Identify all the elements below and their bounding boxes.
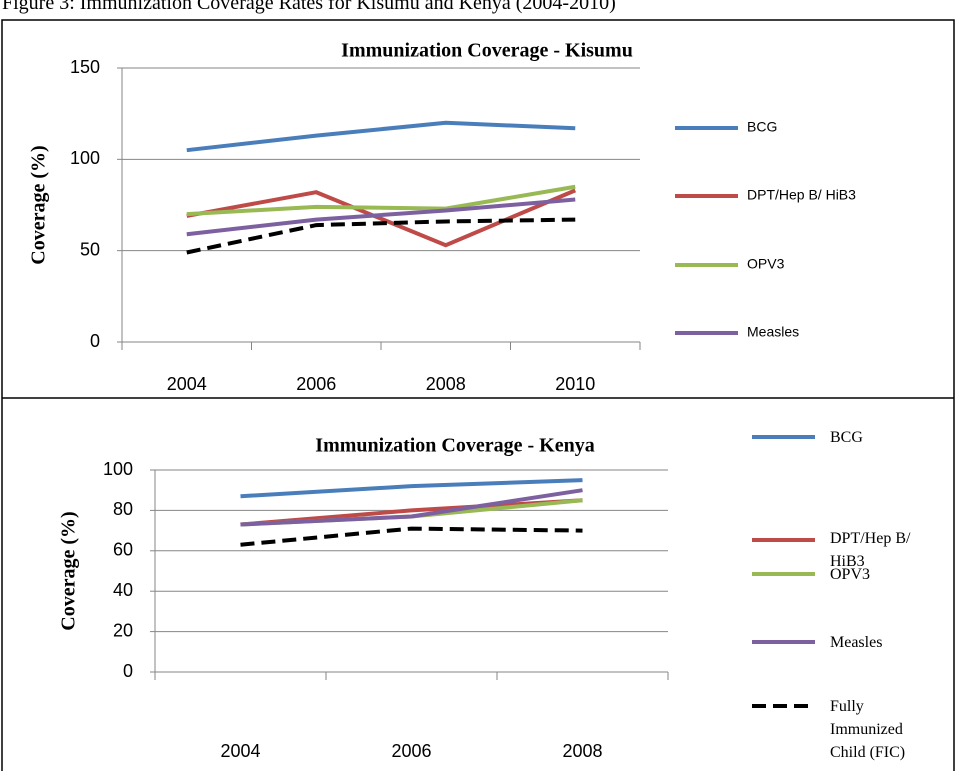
legend-label: DPT/Hep B/ HiB3 [747,187,856,203]
y-tick-label: 80 [113,499,133,519]
chart-title: Immunization Coverage - Kisumu [341,40,633,62]
y-tick-label: 20 [113,620,133,640]
series-line [186,184,576,217]
frame [1,19,955,771]
series-line [240,478,583,499]
y-tick-label: 100 [70,148,100,168]
series-line [186,188,577,248]
series-line [240,498,583,527]
series-line [186,120,576,153]
y-tick-label: 50 [80,239,100,259]
y-tick-label: 0 [90,331,100,351]
series-line [186,217,576,255]
y-tick-label: 150 [70,57,100,77]
legend-label: Measles [830,634,883,651]
series-line [186,197,576,237]
x-tick-label: 2006 [391,741,431,761]
legend-label: BCG [747,119,777,135]
x-tick-label: 2010 [555,374,595,394]
series-line [240,526,583,547]
y-tick-label: 0 [123,661,133,681]
legend-label: OPV3 [747,256,785,272]
y-tick-label: 60 [113,540,133,560]
x-tick-label: 2004 [220,741,260,761]
series-line [240,488,583,527]
x-tick-label: 2008 [426,374,466,394]
legend-label: Measles [747,324,799,340]
x-tick-label: 2008 [562,741,602,761]
y-tick-label: 100 [103,459,133,479]
y-axis-label: Coverage (%) [28,145,50,264]
x-tick-label: 2006 [296,374,336,394]
legend-label: Fully Immunized Child (FIC) [830,698,906,761]
legend-label: OPV3 [830,566,871,583]
x-tick-label: 2004 [167,374,207,394]
legend-label: DPT/Hep B/ HiB3 [830,530,911,570]
y-axis-label: Coverage (%) [58,511,80,630]
y-tick-label: 40 [113,580,133,600]
figure-caption: Figure 3: Immunization Coverage Rates fo… [2,0,616,14]
legend-label: BCG [830,429,863,446]
chart-title: Immunization Coverage - Kenya [315,435,594,457]
